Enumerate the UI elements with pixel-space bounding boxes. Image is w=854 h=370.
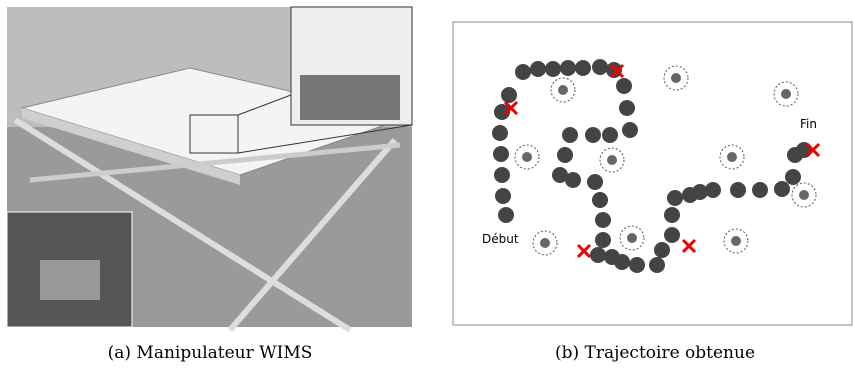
trajectory-dot [592,192,608,208]
trajectory-dot [616,78,632,94]
trajectory-dot [498,207,514,223]
target-dot [799,190,809,200]
trajectory-dot [654,242,670,258]
caption: (b) Trajectoire obtenue [555,343,755,363]
target-dot [558,85,568,95]
trajectory-dot [565,172,581,188]
trajectory-dot [493,146,509,162]
target-dot [522,152,532,162]
trajectory-dot [649,257,665,273]
start-label: Début [482,232,519,246]
trajectory-dot [595,212,611,228]
trajectory-dot [590,247,606,263]
trajectory-dot [622,122,638,138]
trajectory-dot [592,59,608,75]
target-dot [781,89,791,99]
trajectory-dot [595,232,611,248]
trajectory-panel [453,22,852,325]
end-label: Fin [800,117,817,131]
trajectory-dot [752,182,768,198]
trajectory-dot [667,190,683,206]
trajectory-dot [557,147,573,163]
trajectory-dot [664,227,680,243]
trajectory-dot [730,182,746,198]
trajectory-dot [774,181,790,197]
trajectory-dot [560,60,576,76]
trajectory-dot [515,64,531,80]
trajectory-dot [785,169,801,185]
trajectory-dot [562,127,578,143]
trajectory-dot [629,257,645,273]
figure: (a) Manipulateur WIMS Début Fin (b) Traj… [0,0,854,370]
trajectory-dot [492,125,508,141]
target-dot [727,152,737,162]
target-dot [731,236,741,246]
target-dot [540,238,550,248]
target-dot [607,155,617,165]
trajectory-dot [602,127,618,143]
trajectory-dot [619,100,635,116]
trajectory-dot [587,174,603,190]
trajectory-dot [705,182,721,198]
target-dot [671,73,681,83]
trajectory-dot [501,87,517,103]
trajectory-dot [495,188,511,204]
target-dot [627,233,637,243]
trajectory-dot [575,60,591,76]
photo-manipulator [7,7,412,330]
trajectory-dot [796,142,812,158]
trajectory-dot [614,254,630,270]
trajectory-dot [664,207,680,223]
trajectory-dot [494,167,510,183]
caption: (a) Manipulateur WIMS [108,343,313,363]
trajectory-dot [530,61,546,77]
trajectory-dot [545,61,561,77]
trajectory-dot [585,127,601,143]
